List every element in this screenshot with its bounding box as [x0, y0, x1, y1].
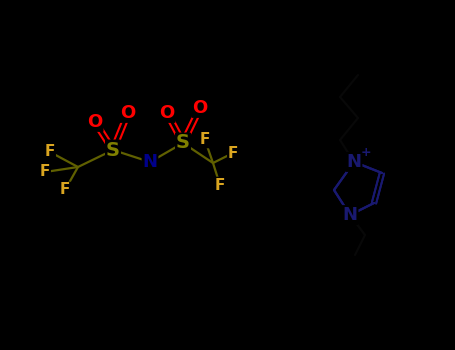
Text: F: F: [228, 146, 238, 161]
Text: S: S: [106, 140, 120, 160]
Text: S: S: [176, 133, 190, 153]
Text: O: O: [121, 104, 136, 122]
Text: N: N: [343, 206, 358, 224]
Text: O: O: [159, 104, 175, 122]
Text: F: F: [200, 133, 210, 147]
Text: F: F: [40, 164, 50, 180]
Text: F: F: [60, 182, 70, 197]
Text: F: F: [215, 177, 225, 192]
Text: F: F: [45, 145, 55, 160]
Text: O: O: [87, 113, 103, 131]
Text: N: N: [142, 153, 157, 171]
Text: O: O: [192, 99, 207, 117]
Text: N: N: [347, 153, 362, 171]
Text: +: +: [361, 146, 371, 159]
